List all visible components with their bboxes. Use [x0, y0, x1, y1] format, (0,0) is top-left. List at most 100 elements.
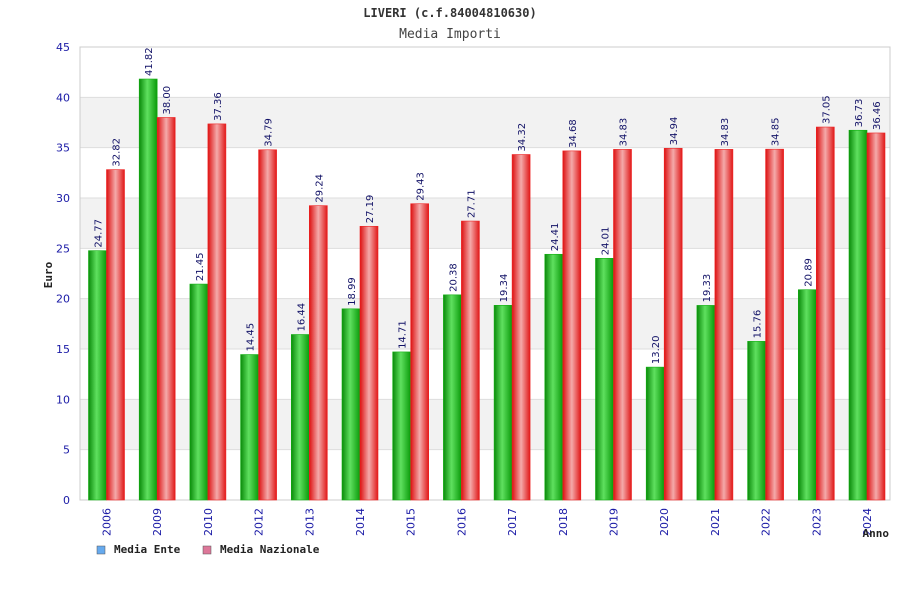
- bar-media-ente-2013: [290, 334, 310, 501]
- data-label-media-nazionale-2006: 32.82: [112, 138, 123, 167]
- y-tick-label: 0: [63, 494, 70, 507]
- data-label-media-nazionale-2015: 29.43: [416, 172, 427, 201]
- bar-media-ente-2015: [392, 351, 412, 501]
- data-label-media-nazionale-2023: 37.05: [821, 95, 832, 124]
- x-tick-label: 2024: [861, 508, 874, 536]
- x-tick-label: 2016: [455, 508, 468, 536]
- x-tick-label: 2009: [151, 508, 164, 536]
- x-axis-ticks: 2006 2009 2010 2012 2013 2014 2015 2016 2017 2018…: [101, 508, 875, 536]
- plot-area: [79, 46, 891, 501]
- data-labels: 24.77 32.82 41.82 38.00 21.45 37.36 14.45 34.79…: [94, 47, 884, 364]
- x-tick-label: 2014: [354, 508, 367, 536]
- bar-media-ente-2009: [138, 78, 158, 501]
- y-tick-label: 35: [56, 142, 70, 155]
- data-label-media-nazionale-2022: 34.85: [771, 118, 782, 147]
- data-label-media-nazionale-2020: 34.94: [669, 117, 680, 146]
- bar-media-ente-2017: [493, 305, 513, 501]
- data-label-media-ente-2015: 14.71: [398, 320, 409, 349]
- data-label-media-ente-2024: 36.73: [854, 99, 865, 128]
- data-label-media-nazionale-2016: 27.71: [466, 189, 477, 218]
- bar-media-nazionale-2018: [562, 150, 582, 501]
- legend-label-media-nazionale: Media Nazionale: [220, 543, 320, 556]
- bar-media-nazionale-2010: [207, 123, 227, 501]
- x-tick-label: 2022: [760, 508, 773, 536]
- x-tick-label: 2021: [709, 508, 722, 536]
- data-label-media-nazionale-2009: 38.00: [162, 86, 173, 115]
- data-label-media-ente-2009: 41.82: [144, 47, 155, 76]
- x-tick-label: 2018: [557, 508, 570, 536]
- x-tick-label: 2017: [506, 508, 519, 536]
- bar-media-ente-2006: [88, 250, 107, 501]
- chart-title: LIVERI (c.f.84004810630): [363, 6, 536, 20]
- data-label-media-ente-2018: 24.41: [550, 223, 561, 252]
- bar-media-nazionale-2014: [359, 225, 379, 501]
- bar-media-ente-2012: [240, 354, 259, 501]
- y-axis-title: Euro: [42, 261, 55, 288]
- bar-media-ente-2020: [645, 366, 665, 501]
- data-label-media-nazionale-2013: 29.24: [314, 174, 325, 203]
- data-label-media-ente-2021: 19.33: [702, 274, 713, 303]
- y-tick-label: 25: [56, 242, 70, 255]
- y-tick-label: 20: [56, 293, 70, 306]
- data-label-media-nazionale-2010: 37.36: [213, 92, 224, 121]
- data-label-media-ente-2010: 21.45: [195, 252, 206, 281]
- bar-media-ente-2021: [696, 305, 716, 501]
- data-label-media-ente-2013: 16.44: [296, 303, 307, 332]
- y-tick-label: 40: [56, 91, 70, 104]
- x-tick-label: 2010: [202, 508, 215, 536]
- bar-media-nazionale-2017: [511, 154, 531, 501]
- x-tick-label: 2015: [405, 508, 418, 536]
- bar-media-ente-2024: [848, 129, 868, 501]
- bar-media-ente-2019: [595, 257, 614, 501]
- data-label-media-ente-2019: 24.01: [601, 227, 612, 256]
- data-label-media-ente-2023: 20.89: [803, 258, 814, 287]
- bar-media-nazionale-2016: [461, 220, 480, 501]
- bar-media-ente-2023: [797, 289, 817, 501]
- bars: [88, 78, 886, 501]
- bar-media-nazionale-2024: [866, 132, 886, 501]
- bar-media-ente-2018: [544, 253, 564, 501]
- legend-swatch-media-ente: [96, 545, 106, 555]
- y-axis-ticks: 0 5 10 15 20 25 30 35 40 45: [56, 41, 70, 507]
- bar-media-nazionale-2019: [613, 149, 632, 501]
- data-label-media-ente-2017: 19.34: [499, 274, 510, 303]
- legend-swatch-media-nazionale: [202, 545, 212, 555]
- legend-label-media-ente: Media Ente: [114, 543, 181, 556]
- bar-media-nazionale-2009: [156, 117, 176, 501]
- y-tick-label: 10: [56, 393, 70, 406]
- grid-band: [80, 97, 890, 148]
- y-tick-label: 45: [56, 41, 70, 54]
- bar-media-ente-2016: [443, 294, 462, 501]
- bar-media-ente-2010: [189, 283, 209, 501]
- x-tick-label: 2006: [101, 508, 114, 536]
- data-label-media-ente-2022: 15.76: [753, 310, 764, 339]
- data-label-media-nazionale-2012: 34.79: [264, 118, 275, 147]
- bar-media-ente-2014: [341, 308, 361, 501]
- x-tick-label: 2023: [810, 508, 823, 536]
- data-label-media-nazionale-2018: 34.68: [568, 119, 579, 148]
- y-tick-label: 15: [56, 343, 70, 356]
- x-tick-label: 2019: [608, 508, 621, 536]
- bar-media-ente-2022: [747, 341, 766, 501]
- bar-media-nazionale-2021: [714, 149, 734, 501]
- data-label-media-nazionale-2017: 34.32: [517, 123, 528, 152]
- data-label-media-ente-2012: 14.45: [246, 323, 257, 352]
- bar-media-nazionale-2022: [765, 148, 784, 501]
- data-label-media-nazionale-2014: 27.19: [365, 195, 376, 224]
- x-tick-label: 2012: [253, 508, 266, 536]
- data-label-media-ente-2020: 13.20: [651, 335, 662, 364]
- data-label-media-nazionale-2024: 36.46: [872, 101, 883, 130]
- bar-media-nazionale-2012: [258, 149, 277, 501]
- bar-media-nazionale-2020: [663, 147, 683, 501]
- bar-media-nazionale-2023: [815, 126, 835, 501]
- data-label-media-nazionale-2021: 34.83: [720, 118, 731, 147]
- x-axis-title: Anno: [863, 527, 890, 540]
- data-label-media-ente-2006: 24.77: [94, 219, 105, 248]
- y-tick-label: 30: [56, 192, 70, 205]
- data-label-media-ente-2014: 18.99: [347, 277, 358, 306]
- x-tick-label: 2020: [658, 508, 671, 536]
- data-label-media-nazionale-2019: 34.83: [619, 118, 630, 147]
- y-tick-label: 5: [63, 444, 70, 457]
- bar-media-nazionale-2006: [106, 169, 125, 501]
